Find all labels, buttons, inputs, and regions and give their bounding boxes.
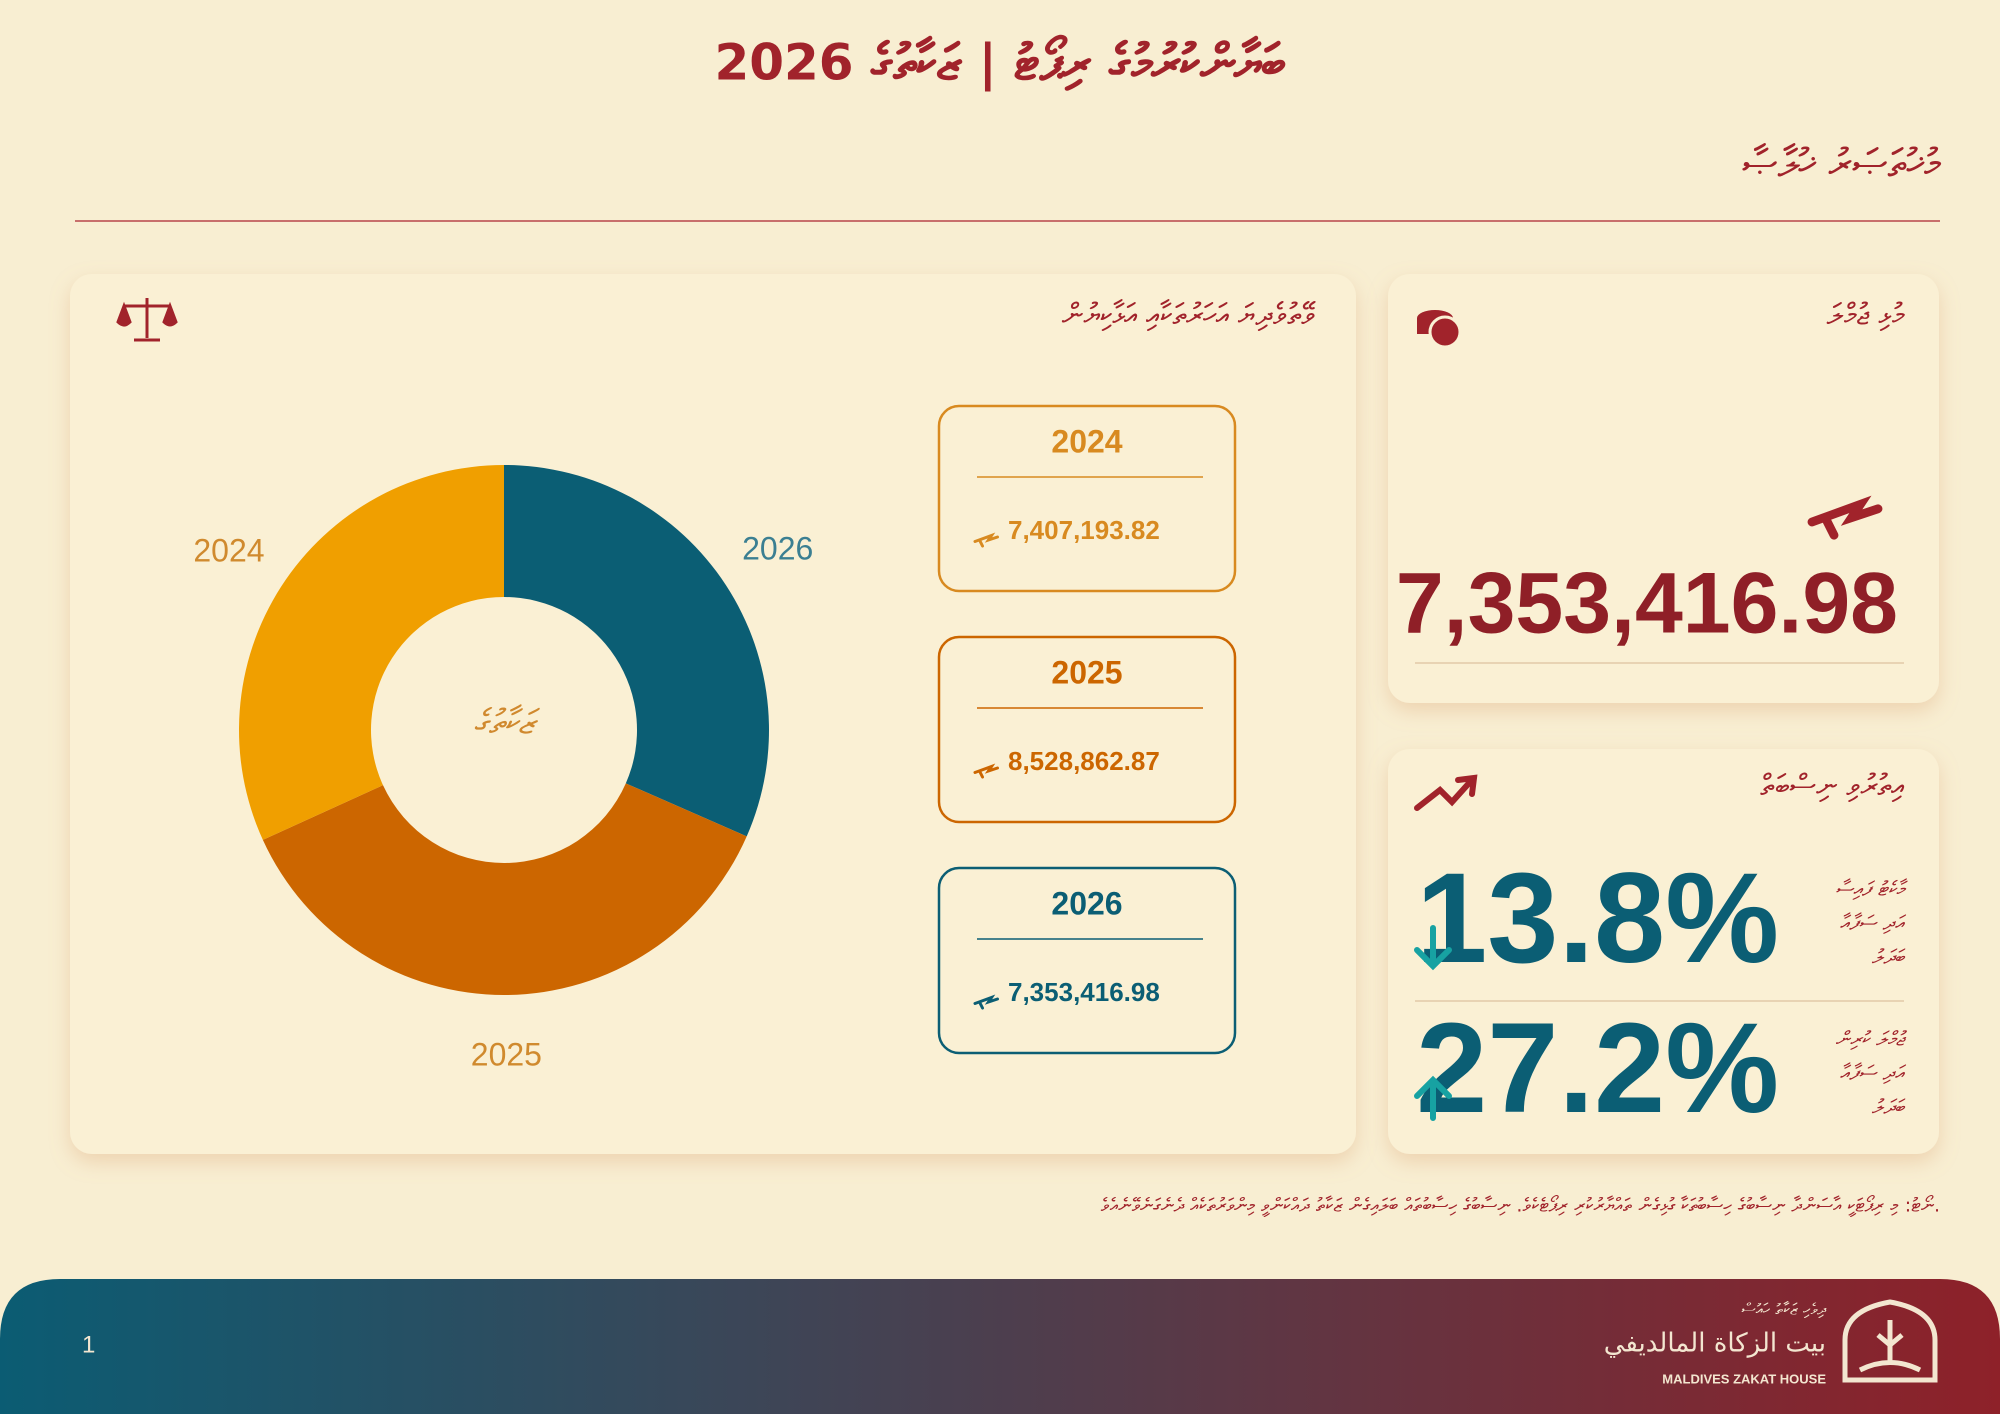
- legend-value: 8,528,862.87: [1008, 746, 1160, 776]
- legend-year: 2025: [1051, 654, 1122, 690]
- card-title: ވޭތުވެދިޔަ އަހަރުތަކާއި އަޅާކިޔުން: [1062, 298, 1316, 333]
- legend-box: [937, 866, 1237, 1055]
- legend-year: 2024: [1051, 423, 1122, 459]
- page-number: 1: [82, 1331, 95, 1358]
- change-label: އަދި ސަފާއާ: [1840, 1061, 1907, 1085]
- legend-box: [937, 635, 1237, 824]
- logo-arabic: بيت الزكاة المالديفي: [1604, 1329, 1826, 1359]
- trend-icon: [1414, 774, 1478, 811]
- card-title: އިތުރުވި ނިސްބަތް: [1760, 769, 1905, 804]
- change-value: 27.2%: [1416, 997, 1779, 1140]
- donut-segment: [262, 783, 747, 996]
- legend-value: 7,353,416.98: [1008, 977, 1160, 1007]
- segment-label: 2026: [742, 531, 813, 567]
- title: ބަޔާންކުރުމުގެ ރިޕޯޓު | ޒަކާތުގެ 2026: [714, 34, 1285, 92]
- logo-english: MALDIVES ZAKAT HOUSE: [1662, 1371, 1826, 1386]
- subtitle: މުޚުތަޞަރު ޚުލާޞާ: [1742, 141, 1942, 187]
- direction-arrow: [1414, 925, 1452, 971]
- card-title: މުޅި ޖުމްލަ: [1827, 298, 1905, 333]
- change-card: [1388, 749, 1939, 1154]
- scale-icon: [116, 298, 178, 342]
- footer-band: [0, 1279, 2000, 1414]
- donut-center-label: ޒަކާތުގެ: [473, 703, 540, 743]
- segment-label: 2024: [193, 533, 264, 569]
- change-label: ބަދަލު: [1872, 945, 1906, 969]
- direction-arrow: [1414, 1075, 1452, 1121]
- change-value: 13.8%: [1416, 847, 1779, 990]
- change-label: ޖުމްލަ ކުރިން: [1835, 1027, 1907, 1051]
- donut-segment: [239, 465, 505, 840]
- footnote: ނޯޓު: މި ރިޕޯޓަކީ އާސަންދާ ނިސާބުގެ ހިސާ…: [1101, 1195, 1940, 1218]
- logo-mark: [1842, 1299, 1938, 1383]
- total-value: 7,353,416.98: [1396, 556, 1898, 652]
- coin-icon: [1417, 310, 1462, 349]
- segment-label: 2025: [471, 1036, 542, 1072]
- legend-value: 7,407,193.82: [1008, 515, 1160, 545]
- change-label: މާކެޓު ފައިސާ: [1835, 877, 1908, 901]
- legend-box: [937, 404, 1237, 593]
- donut-segment: [504, 465, 769, 837]
- legend-year: 2026: [1051, 885, 1122, 921]
- change-label: އަދި ސަފާއާ: [1840, 911, 1907, 935]
- total-card: [1388, 274, 1939, 703]
- logo-thaana: ދިވެހި ޒަކާތު ހައުސް: [1742, 1300, 1827, 1319]
- change-label: ބަދަލު: [1872, 1095, 1906, 1119]
